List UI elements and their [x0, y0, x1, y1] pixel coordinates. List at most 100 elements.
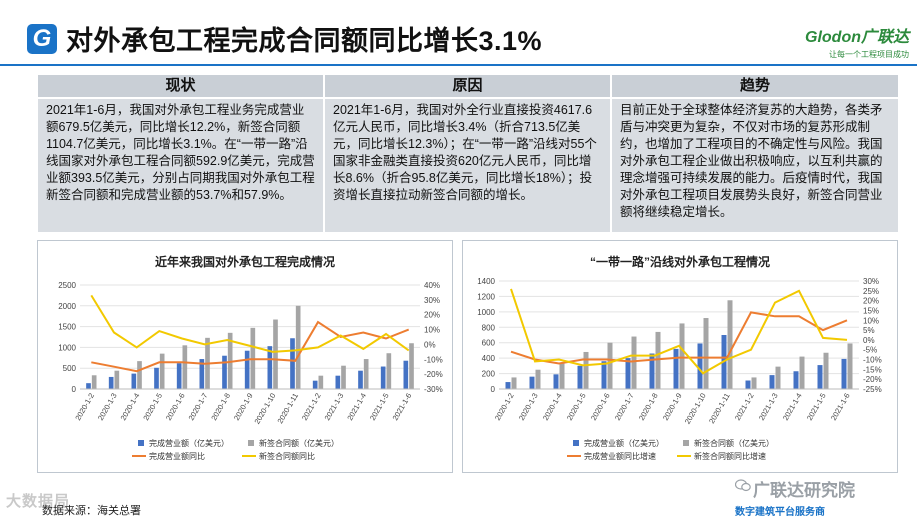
bar: [183, 345, 188, 389]
bar: [336, 376, 341, 389]
y-left-tick-label: 2500: [58, 281, 76, 290]
bar: [752, 377, 757, 389]
x-tick-label: 2021-1-3: [757, 392, 780, 423]
bar: [848, 343, 853, 389]
panel-body-status: 2021年1-6月，我国对外承包工程业务完成营业额679.5亿美元，同比增长12…: [38, 99, 323, 232]
bar: [800, 357, 805, 389]
bar: [92, 375, 97, 389]
chart-belt-road: “一带一路”沿线对外承包工程情况 0 200 400 600 800 1000 1200 14…: [462, 240, 898, 473]
bar: [160, 354, 165, 389]
bar: [319, 376, 324, 389]
x-tick-label: 2021-1-6: [391, 392, 414, 423]
bar: [177, 363, 182, 389]
x-tick-label: 2020-1-5: [565, 392, 588, 423]
glodon-logo-icon: G: [27, 24, 57, 54]
bar: [554, 374, 559, 389]
bar: [584, 352, 589, 389]
y-right-tick-label: 20%: [863, 297, 879, 306]
brand-slogan: 让每一个工程项目成功: [799, 49, 909, 60]
y-left-tick-label: 1000: [477, 308, 495, 317]
bar: [154, 368, 159, 389]
bar: [818, 365, 823, 389]
bar: [245, 351, 250, 389]
panel-heading-reason: 原因: [325, 75, 610, 97]
bar: [776, 367, 781, 389]
brand-name: Glodon广联达: [799, 23, 909, 47]
y-right-tick-label: 15%: [863, 306, 879, 315]
y-left-tick-label: 600: [482, 339, 496, 348]
bar: [530, 377, 535, 389]
y-right-tick-label: -10%: [424, 355, 443, 364]
y-left-tick-label: 800: [482, 323, 496, 332]
x-tick-label: 2020-1-8: [209, 392, 232, 423]
wechat-icon: [735, 479, 751, 492]
bar: [602, 361, 607, 389]
bar: [680, 323, 685, 389]
bar: [109, 377, 114, 389]
y-right-tick-label: 5%: [863, 326, 875, 335]
bar: [842, 359, 847, 389]
y-right-tick-label: -25%: [863, 385, 882, 394]
bar: [698, 343, 703, 389]
y-left-tick-label: 1000: [58, 343, 76, 352]
bar: [794, 371, 799, 389]
x-tick-label: 2020-1-4: [119, 392, 142, 423]
watermark-brand-name: 广联达研究院: [735, 476, 915, 501]
series-line: [511, 312, 847, 363]
bar: [674, 349, 679, 389]
legend-label: 新签合同额（亿美元）: [259, 438, 339, 448]
x-tick-label: 2021-1-2: [300, 392, 323, 423]
x-tick-label: 2020-1-3: [517, 392, 540, 423]
legend-label: 完成营业额（亿美元）: [584, 438, 664, 448]
y-left-tick-label: 1200: [477, 292, 495, 301]
data-source: 数据来源：海关总署: [42, 502, 141, 518]
x-tick-label: 2020-1-11: [707, 392, 732, 426]
x-tick-label: 2021-1-2: [733, 392, 756, 423]
watermark-brand-sub: 数字建筑平台服务商: [735, 503, 915, 518]
bar: [296, 306, 301, 389]
x-tick-label: 2021-1-4: [345, 392, 368, 423]
bar: [341, 366, 346, 389]
bar: [115, 371, 120, 389]
x-tick-label: 2020-1-3: [96, 392, 119, 423]
y-right-tick-label: 30%: [863, 277, 879, 286]
header-divider: [0, 64, 917, 66]
legend-label: 完成营业额同比增速: [584, 451, 656, 461]
y-left-tick-label: 1400: [477, 277, 495, 286]
legend-label: 完成营业额同比: [149, 451, 205, 461]
panel-body-reason: 2021年1-6月，我国对外全行业直接投资4617.6亿元人民币，同比增长3.4…: [325, 99, 610, 232]
x-tick-label: 2021-1-4: [781, 392, 804, 423]
bar: [746, 381, 751, 389]
x-tick-label: 2020-1-9: [232, 392, 255, 423]
y-right-tick-label: 20%: [424, 311, 440, 320]
y-right-tick-label: -15%: [863, 365, 882, 374]
bar: [387, 353, 392, 389]
x-tick-label: 2021-1-5: [805, 392, 828, 423]
y-right-tick-label: -20%: [424, 370, 443, 379]
y-left-tick-label: 0: [72, 385, 77, 394]
y-right-tick-label: 40%: [424, 281, 440, 290]
y-right-tick-label: 10%: [863, 316, 879, 325]
x-tick-label: 2020-1-6: [164, 392, 187, 423]
x-tick-label: 2021-1-6: [829, 392, 852, 423]
bar: [222, 356, 227, 389]
bar: [626, 358, 631, 389]
legend-label: 完成营业额（亿美元）: [149, 438, 229, 448]
y-left-tick-label: 400: [482, 354, 496, 363]
legend-label: 新签合同额同比: [259, 451, 315, 461]
x-tick-label: 2020-1-11: [275, 392, 300, 426]
panel-heading-trend: 趋势: [612, 75, 898, 97]
x-tick-label: 2020-1-7: [613, 392, 636, 423]
y-right-tick-label: 25%: [863, 287, 879, 296]
y-left-tick-label: 200: [482, 370, 496, 379]
legend-label: 新签合同额（亿美元）: [694, 438, 774, 448]
panel-heading-status: 现状: [38, 75, 323, 97]
bar: [404, 361, 409, 389]
bar: [364, 359, 369, 389]
chart-overall: 近年来我国对外承包工程完成情况 0 500 1000 1500 2000 2500 -30%…: [37, 240, 453, 473]
y-right-tick-label: -30%: [424, 385, 443, 394]
bar: [409, 343, 414, 389]
y-right-tick-label: -5%: [863, 346, 877, 355]
bar: [704, 318, 709, 389]
x-tick-label: 2020-1-4: [541, 392, 564, 423]
